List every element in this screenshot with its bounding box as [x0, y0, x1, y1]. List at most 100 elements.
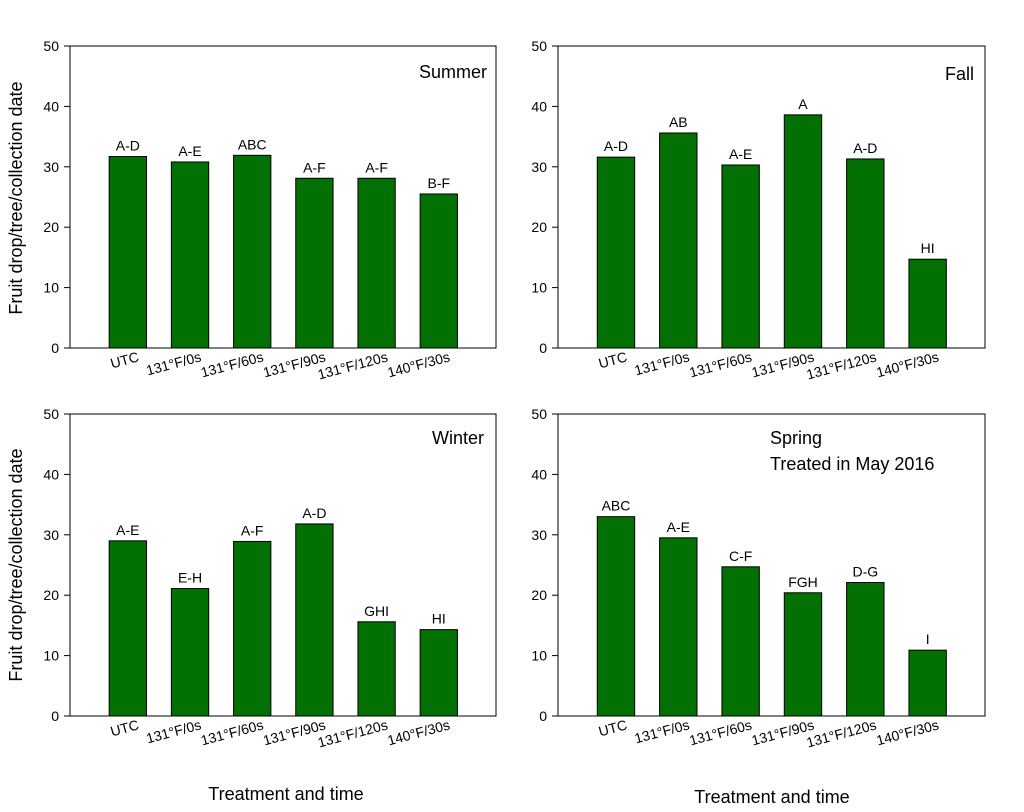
spring-bar: [908, 649, 947, 717]
winter-y-tick-label: 40: [43, 466, 59, 482]
fall-bar-label: AB: [669, 114, 688, 130]
summer-y-tick-label: 10: [43, 280, 59, 296]
summer-y-tick-label: 50: [43, 38, 59, 54]
spring-y-tick-label: 20: [531, 587, 547, 603]
winter-bar: [419, 629, 458, 717]
fall-title: Fall: [945, 64, 974, 84]
summer-y-tick-label: 20: [43, 219, 59, 235]
spring-bar-label: D-G: [852, 564, 878, 580]
spring-category-label: 131°F/90s: [750, 716, 816, 748]
fall-bar-label: A-E: [729, 146, 752, 162]
winter-bar: [295, 523, 334, 717]
y-axis-label-top: Fruit drop/tree/collection date: [6, 81, 26, 314]
summer-category-label: 131°F/60s: [199, 348, 265, 380]
spring-category-label: UTC: [597, 716, 629, 739]
summer-bar-label: A-D: [116, 138, 140, 154]
x-axis-label-right: Treatment and time: [694, 787, 849, 807]
winter-bar-label: E-H: [178, 570, 202, 586]
summer-bar: [419, 193, 458, 349]
fall-category-label: 131°F/120s: [805, 348, 878, 382]
y-axis-label-bottom: Fruit drop/tree/collection date: [6, 448, 26, 681]
fall-category-label: 131°F/0s: [633, 348, 691, 378]
spring-title: Spring: [770, 428, 822, 448]
summer-plot-frame: [69, 45, 497, 349]
summer-bar-label: A-E: [178, 143, 201, 159]
winter-bar-label: HI: [432, 611, 446, 627]
spring-bar: [783, 592, 823, 717]
summer-y-tick-label: 40: [43, 98, 59, 114]
spring-category-label: 131°F/0s: [633, 716, 691, 746]
fall-category-label: 131°F/60s: [687, 348, 753, 380]
winter-chart-panel: 0 10 20 30 40 50 A-E UTC E-H 131°F/0s A-F 131°F/60s…: [43, 406, 497, 750]
winter-category-label: 131°F/60s: [199, 716, 265, 748]
spring-bar-label: A-E: [667, 519, 690, 535]
spring-y-tick-label: 40: [531, 466, 547, 482]
spring-y-tick-label: 30: [531, 527, 547, 543]
fall-bar: [659, 132, 698, 349]
summer-y-tick-label: 0: [51, 340, 59, 356]
fall-bar: [783, 114, 823, 349]
summer-category-label: 131°F/0s: [144, 348, 202, 378]
fall-y-tick-label: 10: [531, 280, 547, 296]
spring-category-label: 131°F/60s: [687, 716, 753, 748]
summer-category-label: 140°F/30s: [386, 348, 452, 380]
spring-bar: [846, 582, 885, 717]
fall-y-tick-label: 30: [531, 159, 547, 175]
fall-y-tick-label: 40: [531, 98, 547, 114]
winter-bar: [233, 540, 272, 717]
winter-y-tick-label: 10: [43, 648, 59, 664]
fall-bar: [908, 258, 947, 349]
spring-bar: [596, 516, 636, 717]
summer-bar-label: B-F: [428, 175, 451, 191]
winter-title: Winter: [432, 428, 484, 448]
fall-y-tick-label: 0: [539, 340, 547, 356]
fall-bar-label: A-D: [604, 138, 628, 154]
summer-bar: [295, 177, 334, 349]
summer-bar-label: A-F: [365, 159, 388, 175]
fall-bar-label: A-D: [853, 140, 877, 156]
spring-bar-label: ABC: [602, 498, 631, 514]
summer-category-label: 131°F/120s: [316, 348, 389, 382]
spring-chart-panel: 0 10 20 30 40 50 ABC UTC A-E 131°F/0s C-F 131°F/60s…: [531, 406, 986, 750]
winter-bar: [108, 540, 147, 717]
spring-plot-frame: [557, 413, 986, 717]
summer-bar: [233, 154, 272, 349]
fall-bar: [596, 156, 636, 349]
spring-bar-label: FGH: [788, 574, 818, 590]
fall-plot-frame: [557, 45, 986, 349]
fall-chart-panel: 0 10 20 30 40 50 A-D UTC AB 131°F/0s A-E 131°F/60s A…: [531, 38, 986, 382]
summer-chart-panel: 0 10 20 30 40 50 A-D UTC A-E 131°F/0s ABC 131°F/60s…: [43, 38, 497, 382]
spring-category-label: 140°F/30s: [874, 716, 940, 748]
summer-y-tick-label: 30: [43, 159, 59, 175]
spring-subtitle: Treated in May 2016: [770, 454, 934, 474]
fall-y-tick-label: 50: [531, 38, 547, 54]
spring-bar: [659, 537, 698, 717]
winter-plot-frame: [69, 413, 497, 717]
winter-category-label: 140°F/30s: [386, 716, 452, 748]
x-axis-label-left: Treatment and time: [208, 784, 363, 804]
winter-y-tick-label: 50: [43, 406, 59, 422]
winter-bar-label: GHI: [364, 603, 389, 619]
winter-bar: [170, 588, 210, 717]
winter-bar-label: A-F: [241, 522, 264, 538]
fall-bar: [721, 164, 760, 349]
winter-category-label: 131°F/120s: [316, 716, 389, 750]
winter-y-tick-label: 0: [51, 708, 59, 724]
summer-category-label: UTC: [109, 348, 141, 371]
fall-category-label: 140°F/30s: [874, 348, 940, 380]
winter-bar-label: A-E: [116, 522, 139, 538]
summer-title: Summer: [419, 62, 487, 82]
spring-bar: [721, 566, 760, 717]
winter-category-label: UTC: [109, 716, 141, 739]
fall-category-label: 131°F/90s: [750, 348, 816, 380]
fall-category-label: UTC: [597, 348, 629, 371]
spring-category-label: 131°F/120s: [805, 716, 878, 750]
spring-y-tick-label: 10: [531, 648, 547, 664]
fall-bar-label: A: [798, 96, 808, 112]
winter-bar: [357, 621, 396, 717]
summer-bar: [170, 161, 210, 349]
winter-bar-label: A-D: [302, 505, 326, 521]
winter-category-label: 131°F/0s: [144, 716, 202, 746]
winter-y-tick-label: 20: [43, 587, 59, 603]
